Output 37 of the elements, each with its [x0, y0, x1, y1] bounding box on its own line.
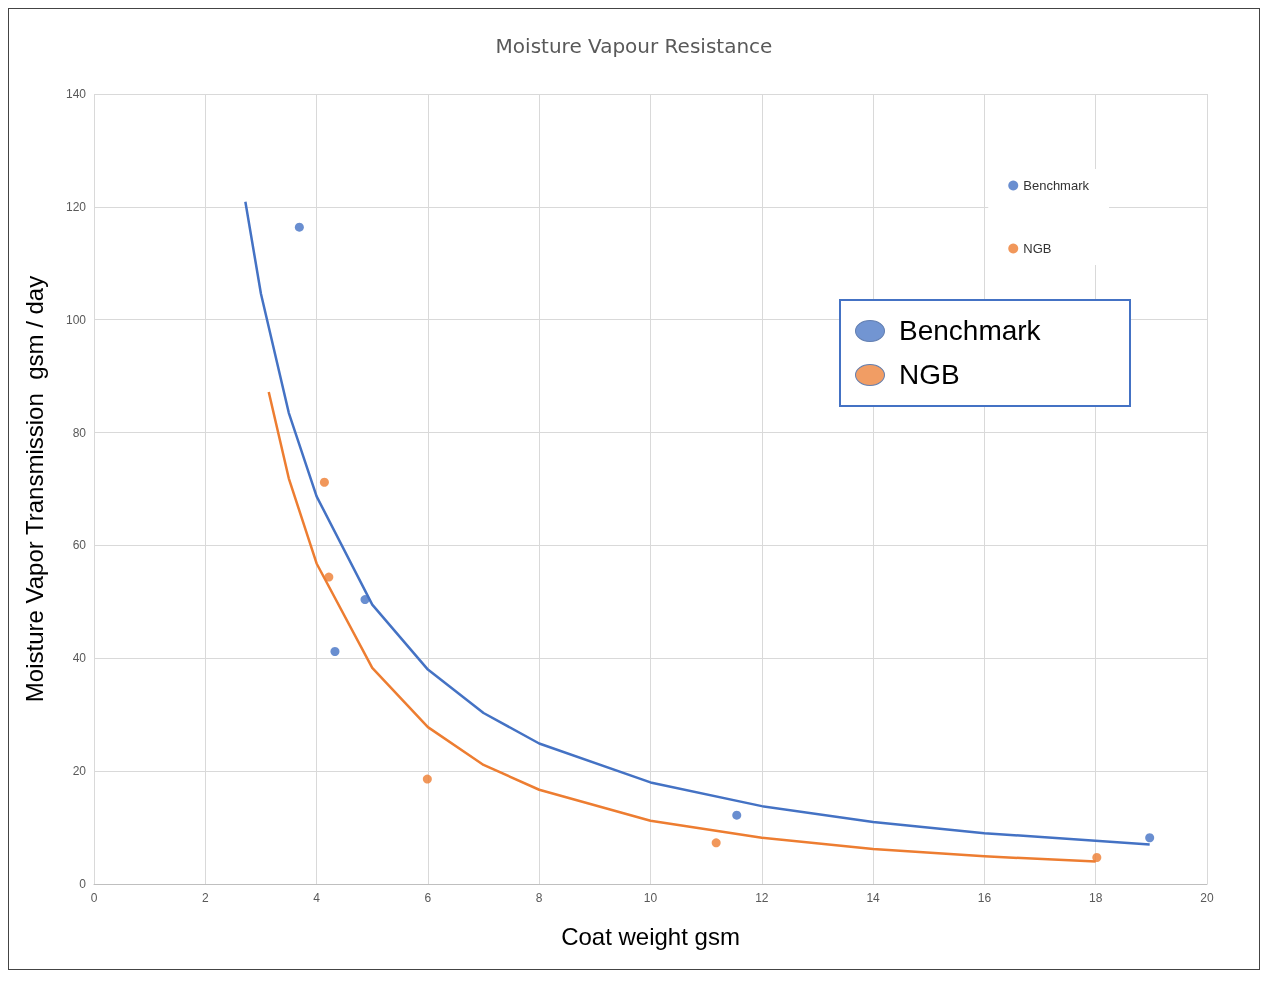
x-tick-label: 0	[90, 891, 98, 905]
point	[1145, 833, 1155, 843]
point	[324, 572, 334, 582]
x-tick-label: 10	[643, 891, 658, 905]
annotation: Benchmark	[899, 314, 1041, 348]
x-tick-label: 12	[755, 891, 769, 905]
x-axis-title: Coat weight gsm	[561, 922, 740, 950]
y-axis-title: Moisture Vapor Transmission gsm / day	[20, 275, 48, 703]
point	[711, 838, 721, 848]
y-tick-label: 20	[72, 764, 87, 779]
chart-title: Moisture Vapour Resistance	[495, 34, 773, 58]
x-tick-label: 14	[866, 891, 881, 905]
x-tick-label: 20	[1200, 891, 1214, 905]
y-tick-label: 80	[72, 425, 87, 440]
y-tick-label: 60	[72, 538, 87, 553]
point	[319, 477, 329, 487]
legend-label: NGB	[1023, 241, 1052, 256]
annotation: NGB	[899, 358, 960, 392]
x-tick-label: 8	[535, 891, 543, 905]
y-tick-label: 0	[79, 877, 87, 891]
x-tick-label: 16	[977, 891, 992, 905]
point	[360, 595, 370, 605]
legend-label: Benchmark	[1023, 178, 1090, 193]
x-tick-label: 2	[201, 891, 209, 905]
x-tick-label: 6	[424, 891, 432, 905]
x-tick-label: 4	[313, 891, 321, 905]
point	[294, 222, 304, 232]
point	[1092, 852, 1102, 862]
point	[732, 810, 742, 820]
point	[422, 774, 432, 784]
y-tick-label: 40	[72, 651, 87, 666]
x-tick-label: 18	[1089, 891, 1103, 905]
point	[330, 647, 340, 657]
legend-box: Benchmark NGB	[839, 299, 1131, 407]
y-tick-label: 120	[65, 199, 87, 214]
y-tick-label: 140	[65, 87, 87, 101]
y-tick-label: 100	[65, 312, 87, 327]
